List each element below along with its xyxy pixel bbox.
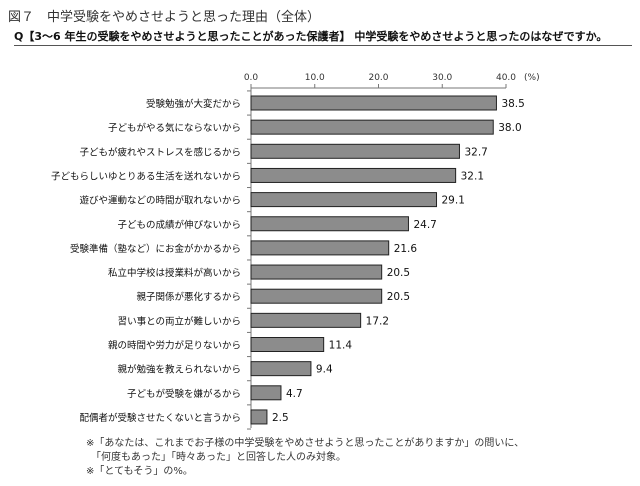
category-label: 遊びや運動などの時間が取れないから [79,195,241,207]
figure-title: 図７ 中学受験をやめさせようと思った理由（全体） [8,10,321,25]
notes: ※「あなたは、これまでお子様の中学受験をやめさせようと思ったことがありますか」の… [86,437,524,479]
x-tick-label: 40.0 [496,73,516,83]
value-label: 29.1 [442,195,465,207]
category-label: 習い事との両立が難しいから [118,315,241,327]
bar [250,361,312,377]
bar [250,167,457,183]
value-label: 21.6 [394,243,418,255]
value-label: 11.4 [329,340,353,352]
note-line: ※「あなたは、これまでお子様の中学受験をやめさせようと思ったことがありますか」の… [86,438,525,449]
value-label: 2.5 [272,412,289,424]
category-label: 受験準備（塾など）にお金がかかるから [70,243,241,255]
x-tick-label: 30.0 [432,73,452,83]
question-text: Q【3～6 年生の受験をやめさせようと思ったことがあった保護者】 中学受験をやめ… [14,30,608,43]
bar [250,385,282,401]
note-line: 「何度もあった」「時々あった」と回答した人のみ対象。 [86,452,346,463]
category-label: 私立中学校は授業料が高いから [108,267,241,279]
value-label: 38.0 [498,122,521,134]
bar [250,216,409,232]
bar [250,143,460,159]
bar [250,312,362,328]
category-label: 親が勉強を教えられないから [117,364,241,376]
value-label: 32.1 [461,170,484,182]
x-tick-label: 20.0 [368,73,388,83]
unit-label: (%) [524,73,540,83]
bar [250,409,268,425]
category-label: 子どもがやる気にならないから [108,122,241,134]
value-label: 20.5 [387,267,410,279]
bar [250,240,390,256]
bar [250,264,383,280]
bar [250,119,494,135]
bar [250,288,383,304]
category-label: 受験勉強が大変だから [146,98,241,110]
x-tick-label: 0.0 [244,73,259,83]
category-label: 子どもが疲れやストレスを感じるから [79,146,241,158]
category-label: 配偶者が受験させたくないと言うから [79,412,241,424]
category-label: 親の時間や労力が足りないから [108,340,241,352]
value-label: 32.7 [464,146,487,158]
value-label: 38.5 [501,98,524,110]
category-label: 子どもの成績が伸びないから [117,219,241,231]
category-label: 子どもが受験を嫌がるから [127,388,241,400]
category-label: 親子関係が悪化するから [136,291,241,303]
question-underline [14,45,632,46]
value-label: 4.7 [286,388,303,400]
x-tick-label: 10.0 [305,73,325,83]
value-label: 24.7 [413,219,436,231]
category-label: 子どもらしいゆとりある生活を送れないから [51,170,241,182]
value-label: 17.2 [366,315,389,327]
bar [250,95,497,111]
value-label: 9.4 [316,364,333,376]
note-line: ※「とてもそう」の%。 [86,466,193,477]
bar [250,337,325,352]
bar [250,192,438,208]
value-label: 20.5 [387,291,410,303]
